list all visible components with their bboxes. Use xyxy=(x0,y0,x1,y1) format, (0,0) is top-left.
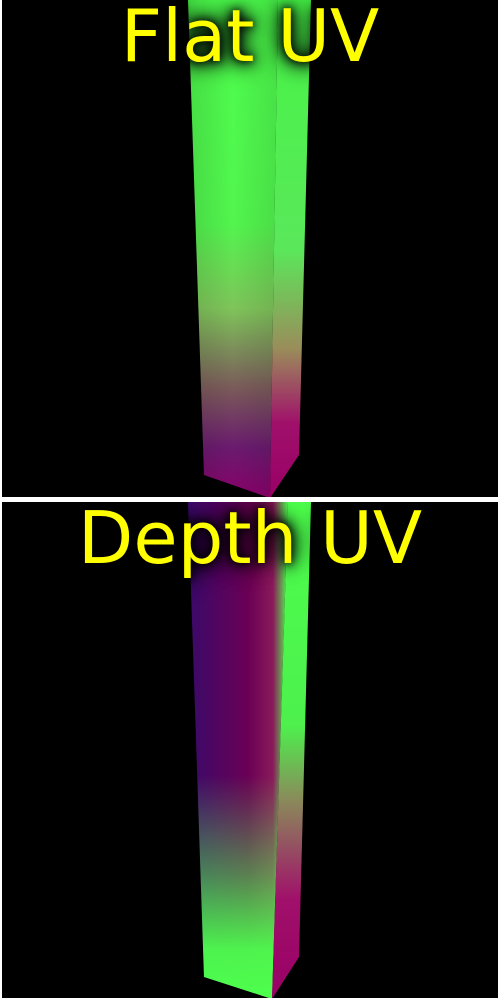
flat-uv-render xyxy=(188,0,311,497)
depth-uv-render xyxy=(188,502,311,998)
pillar-side-face xyxy=(270,0,311,497)
pillar-front-shade xyxy=(188,0,278,497)
flat-uv-panel: Flat UV xyxy=(2,0,498,497)
pillar-front-highlight xyxy=(188,502,288,998)
panel-title-flat-uv: Flat UV xyxy=(120,0,380,78)
panel-title-depth-uv: Depth UV xyxy=(77,502,423,580)
depth-uv-panel: Depth UV xyxy=(2,502,498,998)
pillar-side-face xyxy=(272,502,311,998)
